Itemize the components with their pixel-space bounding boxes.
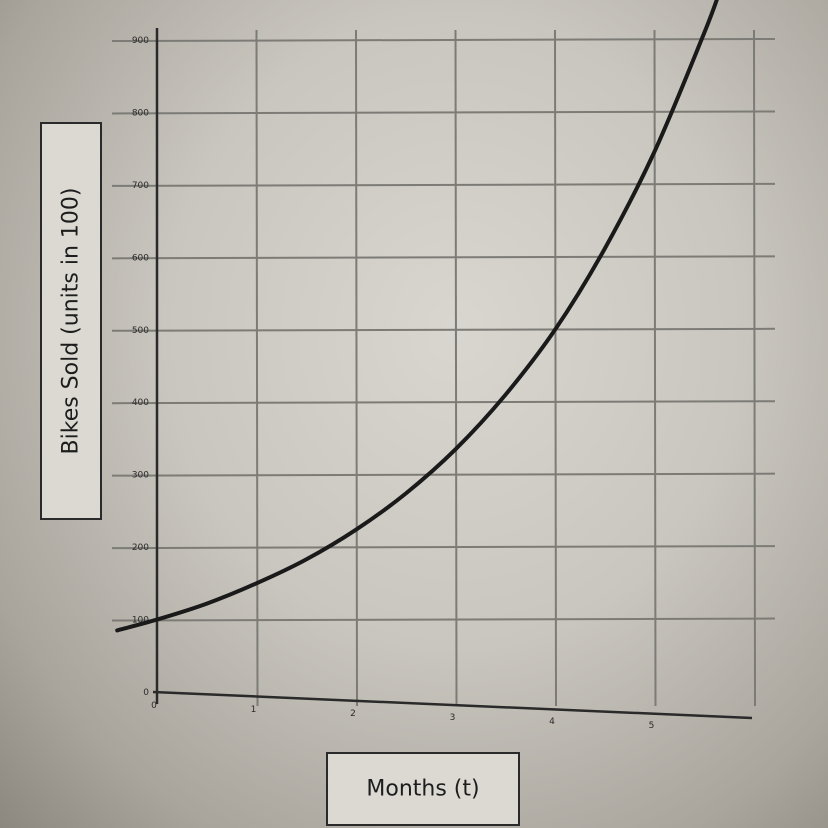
gridline-h [111, 545, 776, 550]
y-tick-label: 600 [132, 253, 149, 263]
tick-labels: 0 100 200 300 400 500 600 700 800 900 0 1 2 3 4 5 [132, 36, 655, 731]
y-tick-label: 200 [132, 543, 149, 553]
x-tick-label: 2 [350, 709, 356, 719]
series [115, 0, 719, 633]
gridline-h [111, 400, 776, 405]
gridline-h [111, 472, 776, 477]
gridline-v [554, 29, 557, 707]
gridline-v [255, 29, 259, 707]
gridline-v [454, 29, 458, 707]
gridline-h [111, 110, 776, 115]
gridline-h [111, 327, 776, 332]
y-tick-label: 0 [143, 688, 149, 698]
y-tick-label: 100 [132, 616, 149, 626]
y-tick-label: 800 [132, 108, 149, 118]
gridline-h [111, 38, 776, 42]
y-axis-label-box: Bikes Sold (units in 100) [40, 122, 102, 520]
gridline-h [111, 255, 776, 260]
x-axis-label: Months (t) [366, 776, 480, 802]
x-tick-label: 1 [251, 705, 257, 715]
x-tick-label: 4 [549, 717, 555, 727]
y-tick-label: 400 [132, 398, 149, 408]
x-axis-line [152, 690, 753, 720]
gridline-v [753, 29, 756, 707]
series-line [115, 0, 719, 633]
x-tick-label: 5 [649, 721, 655, 731]
y-tick-label: 900 [132, 36, 149, 46]
y-tick-label: 500 [132, 326, 149, 336]
axes [152, 28, 753, 720]
x-tick-label: 3 [450, 713, 456, 723]
gridline-h [111, 617, 776, 622]
x-tick-label: 0 [151, 701, 157, 711]
gridline-v [653, 29, 657, 707]
x-axis-label-box: Months (t) [326, 752, 520, 826]
y-tick-label: 700 [132, 181, 149, 191]
grid [111, 29, 776, 707]
gridline-h [111, 182, 776, 187]
y-axis-label: Bikes Sold (units in 100) [58, 187, 84, 455]
gridline-v [355, 29, 358, 707]
y-tick-label: 300 [132, 471, 149, 481]
